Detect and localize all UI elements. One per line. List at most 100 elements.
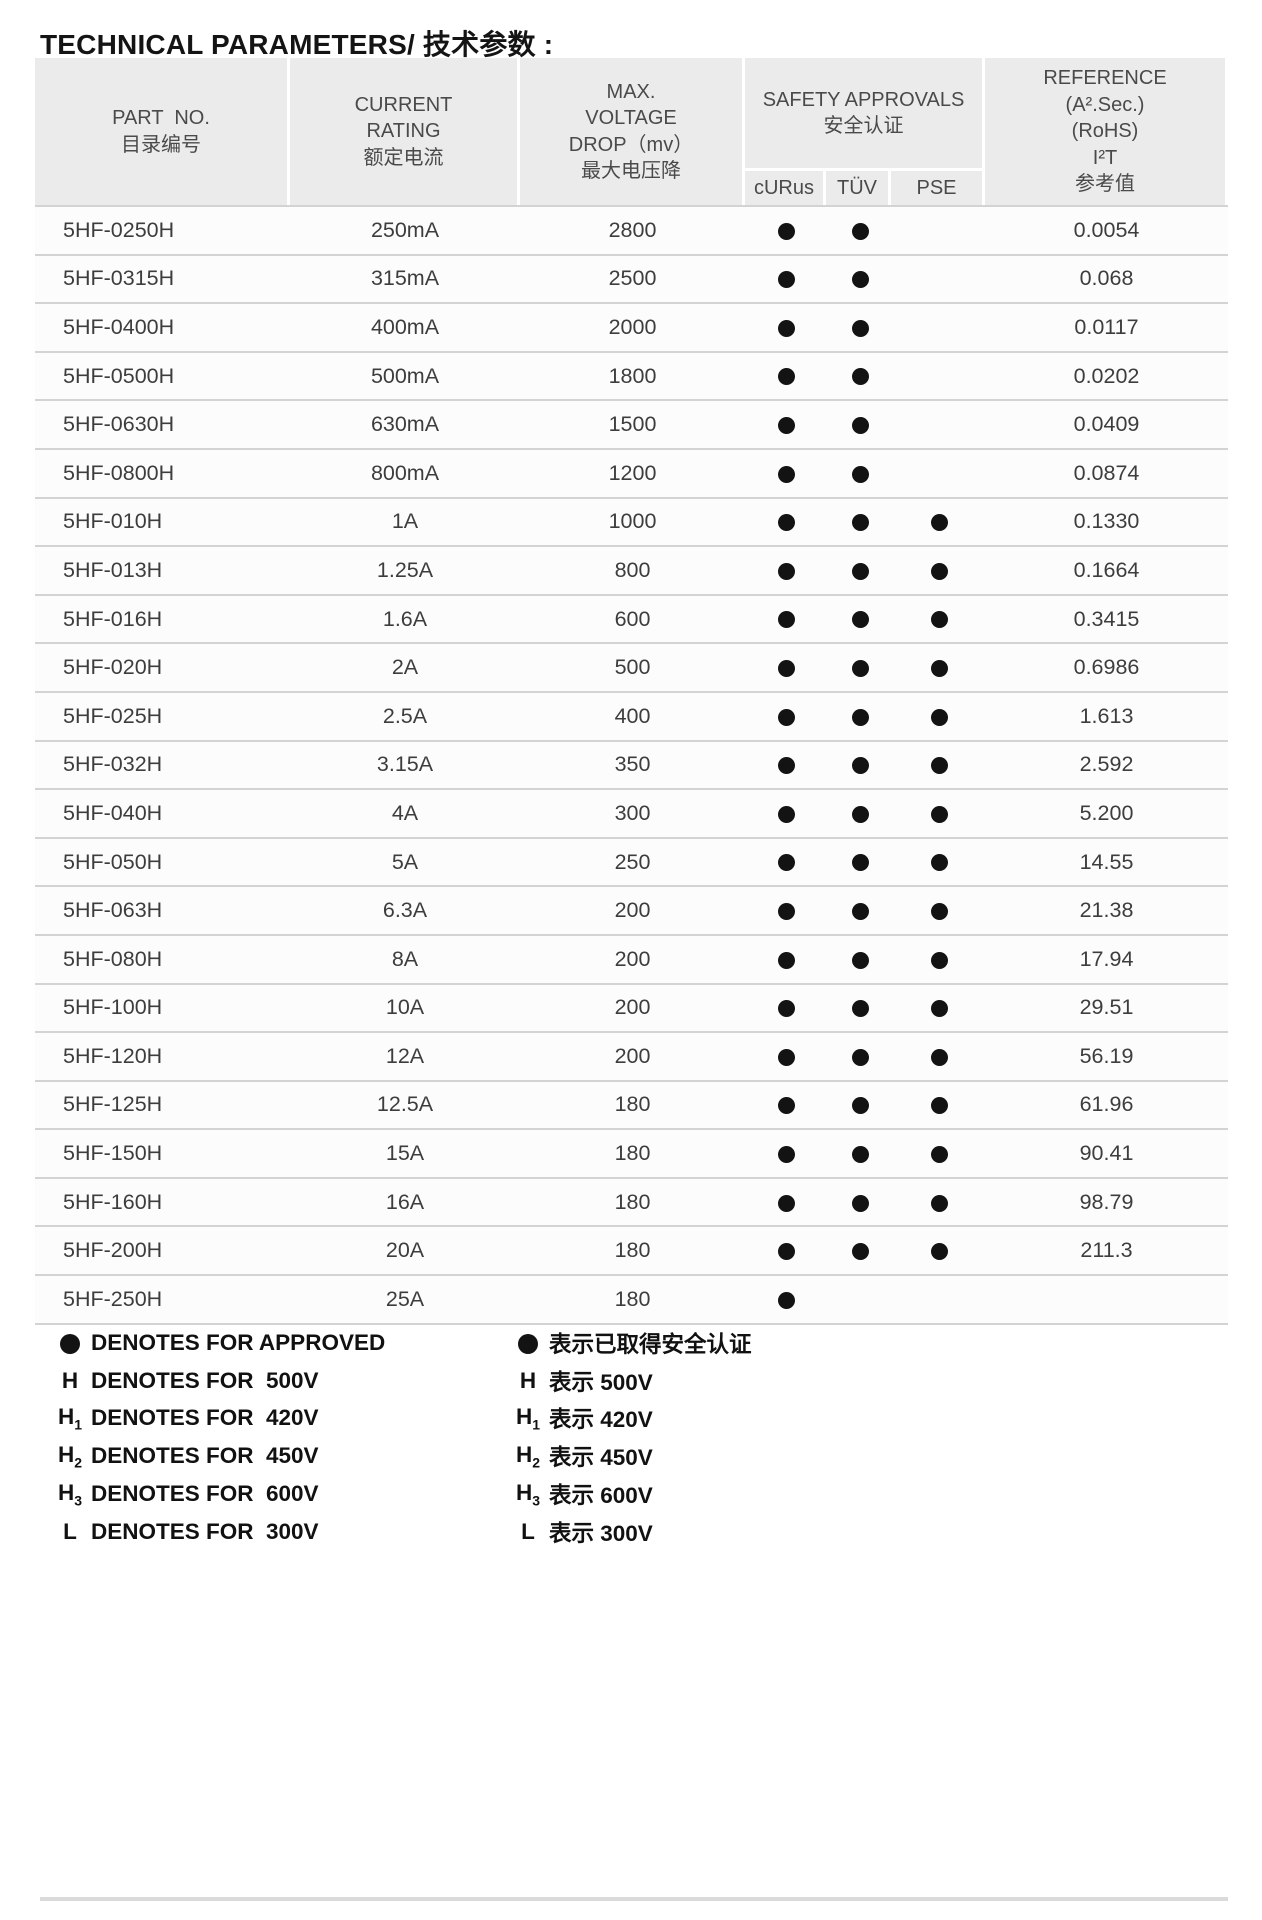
legend-symbol: H1 — [515, 1404, 541, 1433]
approved-dot-icon — [778, 902, 795, 920]
approved-dot-icon — [778, 951, 795, 969]
tuv-approval-cell — [828, 995, 893, 1020]
approved-dot-icon — [778, 222, 795, 240]
current-rating-cell: 10A — [385, 995, 425, 1020]
header-safety-approvals-group: SAFETY APPROVALS 安全认证 cURus TÜV PSE — [745, 58, 982, 205]
legend-label: DENOTES FOR APPROVED — [91, 1329, 386, 1355]
voltage-drop-cell: 200 — [614, 1043, 651, 1068]
legend-label: 表示 450V — [549, 1445, 653, 1471]
approved-dot-icon — [930, 659, 948, 677]
header-line: 安全认证 — [823, 115, 904, 137]
curus-approval-cell — [745, 558, 828, 583]
current-rating-cell: 16A — [385, 1189, 425, 1214]
header-line: DROP（mv） — [568, 133, 694, 156]
i2t-cell: 0.0202 — [1073, 363, 1140, 388]
table-row: 5HF-0630H 630mA 1500 0.0409 — [35, 399, 1228, 448]
pse-approval-cell — [893, 607, 985, 632]
legend-label: 表示 420V — [549, 1407, 653, 1433]
header-line: PART NO. — [112, 107, 210, 129]
voltage-drop-cell: 2000 — [608, 314, 657, 339]
tuv-approval-cell — [828, 752, 893, 777]
legend-label: DENOTES FOR 450V — [91, 1443, 319, 1469]
table-header: PART NO. 目录编号 CURRENT RATING 额定电流 MAX. V… — [35, 58, 1228, 205]
i2t-cell: 211.3 — [1080, 1238, 1133, 1263]
pse-approval-cell — [893, 850, 985, 875]
voltage-drop-cell: 1200 — [608, 460, 657, 485]
table-row: 5HF-250H 25A 180 — [35, 1274, 1228, 1323]
curus-approval-cell — [745, 509, 828, 534]
approved-dot-icon — [852, 1000, 869, 1018]
header-safety-subcolumns: cURus TÜV PSE — [745, 171, 982, 205]
header-line: (RoHS) — [1071, 120, 1139, 143]
i2t-cell: 0.0054 — [1073, 217, 1140, 242]
approved-dot-icon — [930, 708, 948, 726]
i2t-cell: 56.19 — [1079, 1043, 1134, 1068]
approved-dot-icon — [778, 854, 795, 872]
curus-approval-cell — [745, 266, 828, 291]
approved-dot-icon — [930, 514, 948, 532]
approved-dot-icon — [852, 562, 869, 580]
tuv-approval-cell — [828, 558, 893, 583]
approved-dot-icon — [930, 1243, 948, 1261]
tuv-approval-cell — [828, 412, 893, 437]
approved-dot-icon — [852, 708, 869, 726]
tuv-approval-cell — [828, 1141, 893, 1166]
legend-item: H DENOTES FOR 500V — [55, 1362, 503, 1400]
header-safety-approvals: SAFETY APPROVALS 安全认证 — [745, 58, 982, 168]
tuv-approval-cell — [828, 1044, 893, 1069]
pse-approval-cell — [893, 1141, 985, 1166]
current-rating-cell: 1A — [391, 509, 419, 534]
legend-symbol: L — [63, 1518, 77, 1544]
approved-dot-icon — [930, 1097, 948, 1115]
tuv-approval-cell — [828, 364, 893, 389]
approved-dot-icon — [852, 611, 869, 629]
part-no-cell: 5HF-150H — [63, 1141, 163, 1166]
approved-dot-icon — [852, 757, 869, 775]
part-no-cell: 5HF-020H — [63, 655, 163, 680]
technical-parameters-table: PART NO. 目录编号 CURRENT RATING 额定电流 MAX. V… — [35, 58, 1228, 1325]
i2t-cell: 0.0117 — [1074, 314, 1139, 339]
current-rating-cell: 25A — [385, 1286, 425, 1311]
table-row: 5HF-0315H 315mA 2500 0.068 — [35, 253, 1228, 303]
approved-dot-icon — [852, 417, 869, 434]
curus-approval-cell — [745, 1044, 828, 1069]
part-no-cell: 5HF-063H — [63, 898, 163, 923]
voltage-drop-cell: 350 — [614, 752, 651, 777]
pse-approval-cell — [893, 995, 985, 1020]
table-row: 5HF-0500H 500mA 1800 0.0202 — [35, 350, 1228, 400]
approved-dot-icon — [930, 805, 948, 823]
curus-approval-cell — [745, 315, 828, 340]
approved-dot-icon — [778, 1194, 795, 1212]
bottom-divider — [40, 1897, 1228, 1901]
pse-approval-cell — [893, 1092, 985, 1117]
i2t-cell: 90.41 — [1079, 1141, 1134, 1166]
pse-approval-cell — [893, 898, 985, 923]
current-rating-cell: 315mA — [370, 266, 440, 291]
i2t-cell: 2.592 — [1079, 752, 1134, 777]
current-rating-cell: 250mA — [370, 217, 440, 242]
i2t-cell: 0.068 — [1079, 266, 1134, 291]
legend-symbol — [513, 1330, 543, 1356]
header-line: MAX. — [606, 80, 656, 103]
table-row: 5HF-010H 1A 1000 0.1330 — [35, 496, 1228, 546]
header-reference: REFERENCE (A².Sec.) (RoHS) I²T 参考值 — [985, 58, 1225, 205]
approved-dot-icon — [852, 368, 869, 386]
legend: DENOTES FOR APPROVED H DENOTES FOR 500V … — [35, 1324, 1228, 1551]
legend-item: H3 表示 600V — [513, 1475, 752, 1513]
approved-dot-icon — [930, 902, 948, 920]
header-tuv: TÜV — [826, 171, 888, 205]
i2t-cell: 17.94 — [1079, 946, 1134, 971]
curus-approval-cell — [745, 1190, 828, 1215]
voltage-drop-cell: 300 — [614, 800, 651, 825]
pse-approval-cell — [893, 1044, 985, 1069]
i2t-cell: 0.0409 — [1073, 412, 1140, 437]
legend-label: 表示 300V — [549, 1520, 653, 1546]
approved-dot-icon — [852, 465, 869, 483]
legend-item: L DENOTES FOR 300V — [55, 1513, 503, 1551]
current-rating-cell: 800mA — [370, 460, 440, 485]
current-rating-cell: 12.5A — [376, 1092, 434, 1117]
i2t-cell: 0.1664 — [1073, 557, 1140, 582]
table-row: 5HF-032H 3.15A 350 2.592 — [35, 739, 1228, 789]
curus-approval-cell — [745, 364, 828, 389]
header-line: SAFETY APPROVALS — [762, 88, 965, 111]
